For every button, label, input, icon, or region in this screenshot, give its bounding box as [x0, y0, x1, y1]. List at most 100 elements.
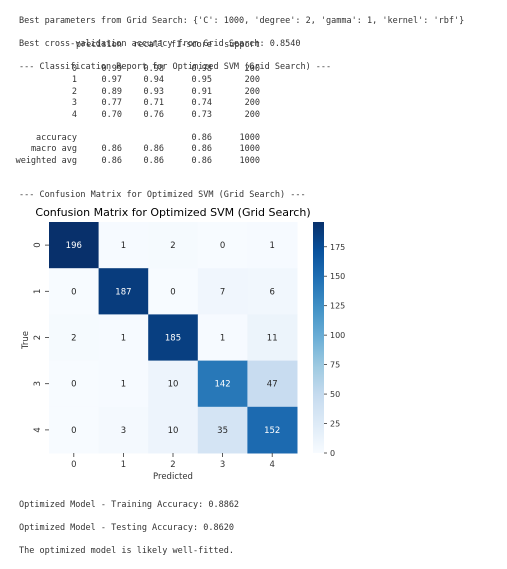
report-summary-cell: 0.86 [102, 156, 122, 167]
report-row-label: 3 [72, 98, 77, 109]
heatmap-cell-label: 1 [121, 380, 126, 390]
heatmap-cell-label: 142 [214, 380, 230, 390]
colorbar-tick-label: 0 [330, 449, 335, 458]
report-summary-cell: 0.86 [192, 156, 212, 167]
classification-report: precision recall f1-score support 0 0.99 0.98 0… [19, 40, 319, 170]
report-row-label: 1 [72, 75, 77, 86]
report-cell: 0.74 [192, 98, 212, 109]
report-summary-label: weighted avg [16, 156, 77, 167]
report-row-label: 4 [72, 110, 77, 121]
colorbar [313, 222, 324, 453]
report-cell: 200 [245, 110, 260, 121]
heatmap-cell-label: 152 [264, 426, 280, 436]
colorbar-ticks: 0 25 50 75 100 125 150 175 [324, 243, 345, 458]
x-tick-label: 0 [71, 460, 76, 470]
report-summary-cell: 0.86 [192, 133, 212, 144]
report-summary-cell: 1000 [240, 144, 260, 155]
colorbar-tick-label: 25 [330, 420, 340, 429]
heatmap-cell-label: 11 [267, 334, 278, 344]
chart-title: Confusion Matrix for Optimized SVM (Grid… [35, 206, 310, 219]
heatmap-cells: 196 1 2 0 10 187 0 7 62 1 185 1 110 1 10 142 470 3 10 35 152 [49, 222, 298, 454]
heatmap-cell-label: 185 [165, 334, 181, 344]
y-tick-label: 2 [33, 335, 43, 340]
heatmap-cell-label: 1 [220, 334, 225, 344]
report-cell: 0.99 [102, 64, 122, 75]
report-row-label: 0 [72, 64, 77, 75]
report-cell: 0.97 [102, 75, 122, 86]
report-cell: 0.93 [144, 87, 164, 98]
y-tick-label: 3 [33, 381, 43, 386]
heatmap-cell-label: 47 [267, 380, 278, 390]
report-summary-cell: 1000 [240, 133, 260, 144]
y-tick-label: 1 [33, 289, 43, 294]
x-tick-labels: 0 1 2 3 4 [71, 453, 275, 470]
report-summary-cell: 0.86 [144, 156, 164, 167]
best-params-line: Best parameters from Grid Search: {'C': … [19, 16, 464, 27]
confusion-matrix-figure: Confusion Matrix for Optimized SVM (Grid… [0, 200, 507, 485]
heatmap-cell-label: 0 [71, 287, 76, 297]
colorbar-tick-label: 150 [330, 272, 345, 281]
heatmap-cell-label: 6 [269, 287, 274, 297]
colorbar-tick-label: 100 [330, 331, 345, 340]
heatmap-cell-label: 10 [168, 426, 179, 436]
x-axis-label: Predicted [153, 472, 193, 482]
heatmap-cell-label: 0 [71, 380, 76, 390]
heatmap-cell-label: 35 [217, 426, 228, 436]
colorbar-tick-label: 75 [330, 361, 340, 370]
test-accuracy-line: Optimized Model - Testing Accuracy: 0.86… [19, 523, 239, 534]
heatmap-cell-label: 0 [170, 287, 175, 297]
y-tick-labels: 0 1 2 3 4 [33, 242, 49, 432]
heatmap-cell-label: 2 [170, 241, 175, 251]
report-column-header: f1-score [171, 40, 212, 51]
report-column-header: recall [133, 40, 164, 51]
report-cell: 0.91 [192, 87, 212, 98]
colorbar-tick-label: 125 [330, 302, 345, 311]
report-cell: 0.98 [192, 64, 212, 75]
report-column-header: support [224, 40, 260, 51]
report-cell: 200 [245, 98, 260, 109]
heatmap-cell-label: 187 [115, 287, 131, 297]
report-cell: 0.70 [102, 110, 122, 121]
heatmap-cell-label: 0 [71, 426, 76, 436]
x-tick-label: 2 [170, 460, 175, 470]
report-cell: 200 [245, 87, 260, 98]
heatmap-cell-label: 2 [71, 334, 76, 344]
report-cell: 200 [245, 64, 260, 75]
report-cell: 0.89 [102, 87, 122, 98]
train-accuracy-line: Optimized Model - Training Accuracy: 0.8… [19, 500, 239, 511]
heatmap-cell-label: 3 [121, 426, 126, 436]
colorbar-tick-label: 50 [330, 390, 340, 399]
heatmap-cell-label: 1 [269, 241, 274, 251]
report-summary-label: macro avg [31, 144, 77, 155]
report-cell: 0.77 [102, 98, 122, 109]
heatmap-cell-label: 7 [220, 287, 225, 297]
y-tick-label: 0 [33, 242, 43, 247]
report-cell: 0.71 [144, 98, 164, 109]
report-cell: 0.76 [144, 110, 164, 121]
report-summary-cell: 0.86 [102, 144, 122, 155]
y-tick-label: 4 [33, 427, 43, 432]
report-cell: 0.73 [192, 110, 212, 121]
report-cell: 200 [245, 75, 260, 86]
report-summary-label: accuracy [36, 133, 77, 144]
fit-note-line: The optimized model is likely well-fitte… [19, 546, 239, 557]
report-summary-cell: 1000 [240, 156, 260, 167]
report-cell: 0.98 [144, 64, 164, 75]
report-summary-cell: 0.86 [144, 144, 164, 155]
heatmap-cell-label: 1 [121, 334, 126, 344]
report-cell: 0.94 [144, 75, 164, 86]
heatmap-cell-label: 1 [121, 241, 126, 251]
report-cell: 0.95 [192, 75, 212, 86]
report-row-label: 2 [72, 87, 77, 98]
colorbar-tick-label: 175 [330, 243, 345, 252]
x-tick-label: 3 [220, 460, 225, 470]
y-axis-label: True [21, 331, 31, 350]
output-bottom: Optimized Model - Training Accuracy: 0.8… [19, 489, 239, 569]
report-summary-cell: 0.86 [192, 144, 212, 155]
heatmap-cell-label: 196 [66, 241, 82, 251]
x-tick-label: 4 [269, 460, 274, 470]
heatmap-cell-label: 0 [220, 241, 225, 251]
x-tick-label: 1 [121, 460, 126, 470]
report-column-header: precision [76, 40, 122, 51]
heatmap-cell-label: 10 [168, 380, 179, 390]
